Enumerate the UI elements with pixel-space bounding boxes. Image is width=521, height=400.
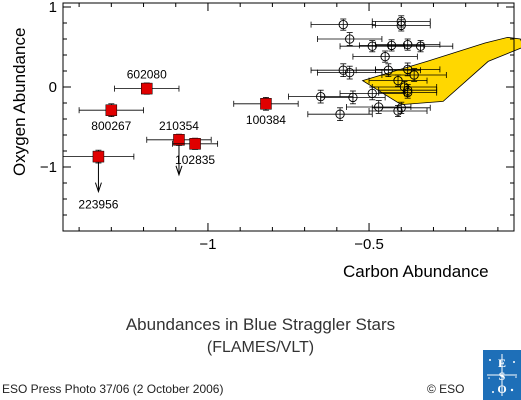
y-axis-label: Oxygen Abundance <box>10 28 30 176</box>
y-tick-label: 0 <box>49 79 57 96</box>
logo-letter-e: E <box>498 356 506 370</box>
eso-logo: E S O <box>483 350 521 400</box>
star-label: 102835 <box>175 153 215 167</box>
x-axis-label: Carbon Abundance <box>343 262 489 282</box>
y-tick-label: 1 <box>49 0 57 16</box>
y-tick-label: −1 <box>40 159 57 176</box>
logo-letter-s: S <box>499 369 506 383</box>
star-label: 223956 <box>78 198 118 212</box>
blue-straggler-point <box>106 105 117 116</box>
star-label: 100384 <box>246 113 286 127</box>
figure-caption-subtitle: (FLAMES/VLT) <box>0 339 521 357</box>
figure-caption-title: Abundances in Blue Straggler Stars <box>0 315 521 335</box>
press-photo-credit: ESO Press Photo 37/06 (2 October 2006) <box>2 382 223 396</box>
copyright-notice: © ESO <box>427 382 465 396</box>
comparison-region <box>363 37 521 104</box>
blue-straggler-point <box>260 98 271 109</box>
star-label: 800267 <box>91 119 131 133</box>
x-tick-label: −1 <box>199 236 216 253</box>
plot-frame <box>63 3 514 231</box>
blue-straggler-point <box>93 151 104 162</box>
x-tick-label: −0.5 <box>354 236 384 253</box>
abundance-scatter-plot: 602080 800267 223956 210354 102835 100384 −1 −… <box>0 0 521 300</box>
blue-straggler-point <box>190 138 201 149</box>
blue-straggler-point <box>141 83 152 94</box>
logo-letter-o: O <box>497 382 506 396</box>
star-label: 210354 <box>159 119 199 133</box>
star-label: 602080 <box>127 68 167 82</box>
